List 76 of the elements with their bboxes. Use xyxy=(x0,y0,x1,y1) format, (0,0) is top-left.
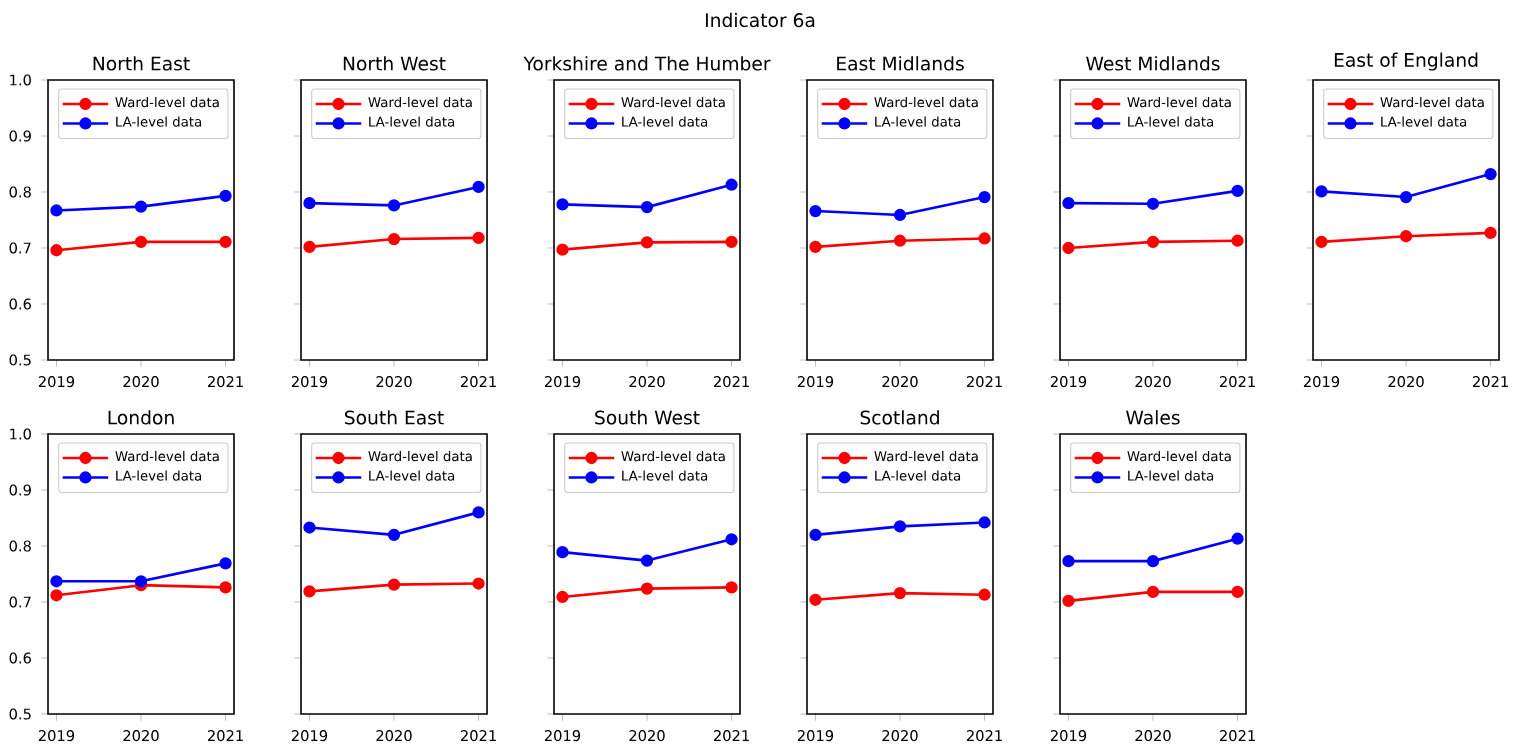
point xyxy=(303,521,316,534)
point xyxy=(640,236,654,249)
point xyxy=(725,533,738,546)
point xyxy=(978,232,991,245)
point xyxy=(472,180,485,194)
point xyxy=(387,578,401,591)
point xyxy=(556,198,569,211)
point xyxy=(387,232,401,246)
point xyxy=(303,197,316,210)
point xyxy=(1062,554,1075,568)
point xyxy=(1146,235,1160,248)
point xyxy=(809,240,822,254)
point xyxy=(1315,235,1328,248)
point xyxy=(1062,241,1075,255)
point xyxy=(1484,167,1497,181)
point xyxy=(219,189,232,203)
chart-title: East of England xyxy=(1334,52,1478,71)
point xyxy=(809,593,822,606)
point xyxy=(50,204,63,217)
point xyxy=(978,588,991,601)
point xyxy=(725,178,738,191)
point xyxy=(303,240,316,254)
point xyxy=(303,585,316,598)
chart-title: Scotland xyxy=(860,410,939,425)
chart-title: South East xyxy=(345,410,444,425)
point xyxy=(893,520,907,533)
point xyxy=(387,528,401,541)
point xyxy=(219,557,232,570)
point xyxy=(1231,184,1244,198)
point xyxy=(50,589,63,602)
point xyxy=(640,582,654,595)
point xyxy=(1399,230,1413,243)
point xyxy=(893,586,907,600)
point xyxy=(1484,226,1497,240)
point xyxy=(640,554,654,567)
chart-title: London xyxy=(108,410,174,425)
point xyxy=(809,204,822,218)
point xyxy=(1062,197,1075,210)
point xyxy=(1062,594,1075,608)
point xyxy=(893,234,907,247)
point xyxy=(472,231,485,245)
point xyxy=(978,516,991,529)
chart-title: North East xyxy=(93,56,190,71)
point xyxy=(1146,197,1160,210)
point xyxy=(50,575,63,588)
point xyxy=(472,506,485,519)
text: Indicator 6a xyxy=(705,12,815,28)
point xyxy=(219,235,232,248)
point xyxy=(1231,532,1244,545)
point xyxy=(725,235,738,248)
point xyxy=(1146,585,1160,599)
chart-title: South West xyxy=(595,410,700,425)
point xyxy=(893,208,907,222)
chart-title: Yorkshire and The Humber xyxy=(523,56,771,71)
chart-title: East Midlands xyxy=(837,56,964,71)
chart-title: West Midlands xyxy=(1086,56,1220,71)
point xyxy=(50,244,63,257)
point xyxy=(978,190,991,204)
point xyxy=(556,243,569,256)
point xyxy=(725,581,738,594)
point xyxy=(472,577,485,590)
point xyxy=(134,235,148,248)
point xyxy=(1399,190,1413,204)
point xyxy=(1231,585,1244,599)
point xyxy=(219,581,232,594)
chart-title: North West xyxy=(343,56,446,71)
point xyxy=(809,528,822,541)
point xyxy=(640,200,654,214)
chart-title: Wales xyxy=(1126,410,1180,425)
point xyxy=(134,200,148,213)
point xyxy=(556,590,569,604)
point xyxy=(1231,234,1244,247)
point xyxy=(1146,554,1160,568)
point xyxy=(1315,185,1328,198)
point xyxy=(387,199,401,212)
point xyxy=(556,546,569,559)
